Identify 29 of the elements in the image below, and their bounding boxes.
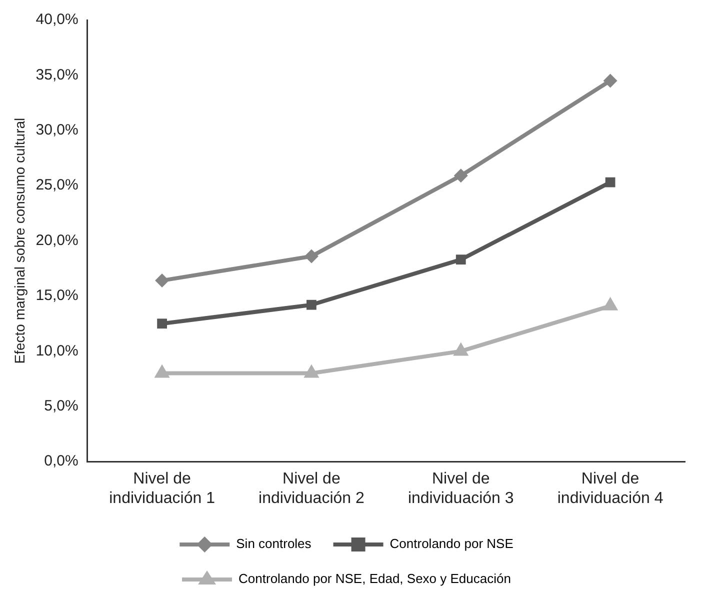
point xyxy=(605,177,616,188)
x-tick-label: Nivel de individuación 2 xyxy=(258,470,364,507)
point xyxy=(602,296,618,310)
y-tick-label: 10,0% xyxy=(36,342,78,360)
x-tick-label: Nivel de individuación 4 xyxy=(557,470,664,507)
point xyxy=(306,300,316,310)
point xyxy=(155,274,170,288)
y-tick-label: 15,0% xyxy=(36,287,78,304)
point xyxy=(304,364,320,378)
point xyxy=(603,74,618,88)
y-tick-label: 35,0% xyxy=(36,66,78,84)
point xyxy=(157,318,167,329)
x-tick-label: Nivel de individuación 3 xyxy=(408,470,514,507)
y-tick-label: 20,0% xyxy=(36,232,78,249)
y-tick-label: 5,0% xyxy=(44,398,78,415)
y-tick-label: 0,0% xyxy=(44,452,78,470)
y-tick-label: 30,0% xyxy=(36,122,78,139)
point xyxy=(453,342,469,356)
y-axis-title: Efecto marginal sobre consumo cultural xyxy=(11,118,28,364)
legend-label: Controlando por NSE xyxy=(390,536,514,552)
point xyxy=(454,168,468,183)
legend-label: Controlando por NSE, Edad, Sexo y Educación xyxy=(238,571,511,586)
y-tick-label: 25,0% xyxy=(36,176,78,194)
x-tick-label: Nivel de individuación 1 xyxy=(109,470,216,507)
legend-label: Sin controles xyxy=(236,536,312,552)
point xyxy=(304,249,318,264)
point xyxy=(456,254,466,265)
y-tick-label: 40,0% xyxy=(36,11,78,28)
point xyxy=(154,364,170,378)
